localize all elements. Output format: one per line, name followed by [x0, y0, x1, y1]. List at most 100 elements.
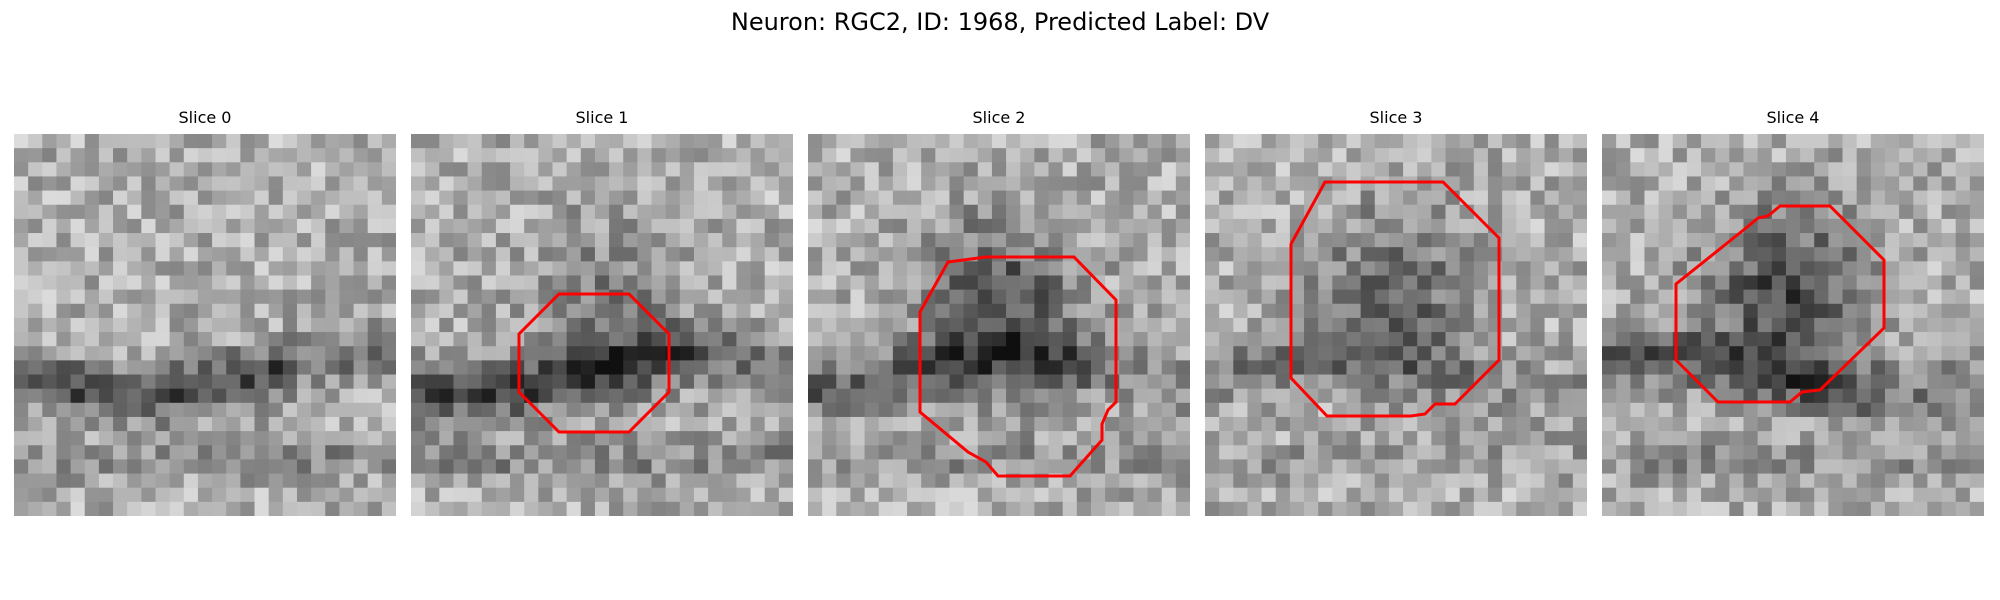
image-pixel — [623, 487, 638, 503]
image-pixel — [1261, 162, 1277, 178]
image-pixel — [1715, 487, 1730, 503]
image-pixel — [1899, 162, 1914, 178]
image-pixel — [411, 261, 426, 277]
grayscale-patch-3 — [1205, 134, 1587, 516]
image-pixel — [1431, 374, 1447, 390]
image-pixel — [977, 346, 993, 361]
image-pixel — [1927, 218, 1943, 234]
image-pixel — [325, 204, 341, 220]
image-pixel — [1034, 261, 1050, 277]
image-pixel — [1757, 317, 1773, 333]
image-pixel — [637, 261, 653, 277]
image-pixel — [113, 360, 128, 376]
image-pixel — [1219, 445, 1234, 461]
image-pixel — [1729, 487, 1745, 503]
image-pixel — [425, 204, 440, 220]
image-pixel — [1884, 374, 1900, 390]
image-pixel — [1955, 346, 1971, 361]
image-pixel — [84, 346, 100, 361]
image-pixel — [750, 332, 766, 347]
image-pixel — [28, 360, 43, 376]
image-pixel — [538, 275, 554, 291]
image-pixel — [736, 190, 752, 206]
image-pixel — [708, 431, 723, 446]
image-pixel — [1219, 162, 1234, 178]
image-pixel — [84, 247, 100, 262]
image-pixel — [665, 487, 681, 503]
image-pixel — [991, 134, 1007, 149]
image-pixel — [1913, 317, 1929, 333]
image-pixel — [1175, 332, 1190, 347]
image-pixel — [566, 162, 582, 178]
image-pixel — [28, 148, 43, 163]
image-pixel — [1119, 233, 1135, 248]
image-pixel — [1856, 431, 1872, 446]
image-pixel — [1304, 374, 1319, 390]
image-pixel — [1473, 416, 1489, 432]
image-pixel — [907, 473, 922, 489]
image-pixel — [381, 459, 396, 475]
image-pixel — [226, 416, 241, 432]
image-pixel — [1969, 261, 1984, 277]
image-pixel — [1487, 162, 1503, 178]
image-pixel — [836, 162, 852, 178]
image-pixel — [764, 431, 780, 446]
image-pixel — [1062, 162, 1078, 178]
image-pixel — [226, 275, 241, 291]
image-pixel — [1729, 445, 1745, 461]
image-pixel — [1445, 473, 1461, 489]
image-pixel — [367, 134, 383, 149]
image-pixel — [1800, 190, 1815, 206]
image-pixel — [750, 388, 766, 404]
image-pixel — [1544, 176, 1560, 192]
image-pixel — [1913, 162, 1929, 178]
image-pixel — [155, 218, 171, 234]
image-pixel — [963, 190, 979, 206]
image-pixel — [722, 332, 738, 347]
image-pixel — [1062, 346, 1078, 361]
image-pixel — [921, 459, 936, 475]
image-pixel — [935, 148, 951, 163]
image-pixel — [808, 218, 823, 234]
image-pixel — [693, 247, 709, 262]
image-pixel — [1133, 289, 1149, 305]
image-pixel — [764, 233, 780, 248]
image-pixel — [411, 487, 426, 503]
image-pixel — [439, 374, 455, 390]
image-pixel — [1175, 431, 1190, 446]
image-pixel — [453, 431, 469, 446]
image-pixel — [1842, 190, 1858, 206]
image-pixel — [381, 317, 396, 333]
image-pixel — [1630, 289, 1646, 305]
image-pixel — [1715, 289, 1730, 305]
image-pixel — [495, 148, 511, 163]
image-pixel — [481, 247, 497, 262]
image-pixel — [1275, 388, 1291, 404]
image-pixel — [1644, 487, 1660, 503]
image-pixel — [425, 275, 440, 291]
image-pixel — [1913, 275, 1929, 291]
image-pixel — [311, 332, 326, 347]
image-pixel — [1927, 346, 1943, 361]
image-pixel — [1161, 459, 1177, 475]
image-pixel — [1955, 204, 1971, 220]
image-pixel — [1119, 162, 1135, 178]
image-pixel — [637, 134, 653, 149]
image-pixel — [155, 261, 171, 277]
image-pixel — [1304, 162, 1319, 178]
image-pixel — [1630, 445, 1646, 461]
image-pixel — [935, 487, 951, 503]
image-pixel — [1602, 190, 1617, 206]
image-pixel — [1289, 275, 1305, 291]
image-pixel — [197, 473, 213, 489]
image-pixel — [467, 431, 483, 446]
image-pixel — [1006, 360, 1021, 376]
image-pixel — [1658, 190, 1674, 206]
image-pixel — [580, 289, 596, 305]
image-pixel — [1374, 445, 1390, 461]
image-pixel — [1062, 388, 1078, 404]
image-pixel — [169, 247, 185, 262]
image-pixel — [850, 275, 866, 291]
image-pixel — [665, 445, 681, 461]
image-pixel — [1318, 233, 1333, 248]
